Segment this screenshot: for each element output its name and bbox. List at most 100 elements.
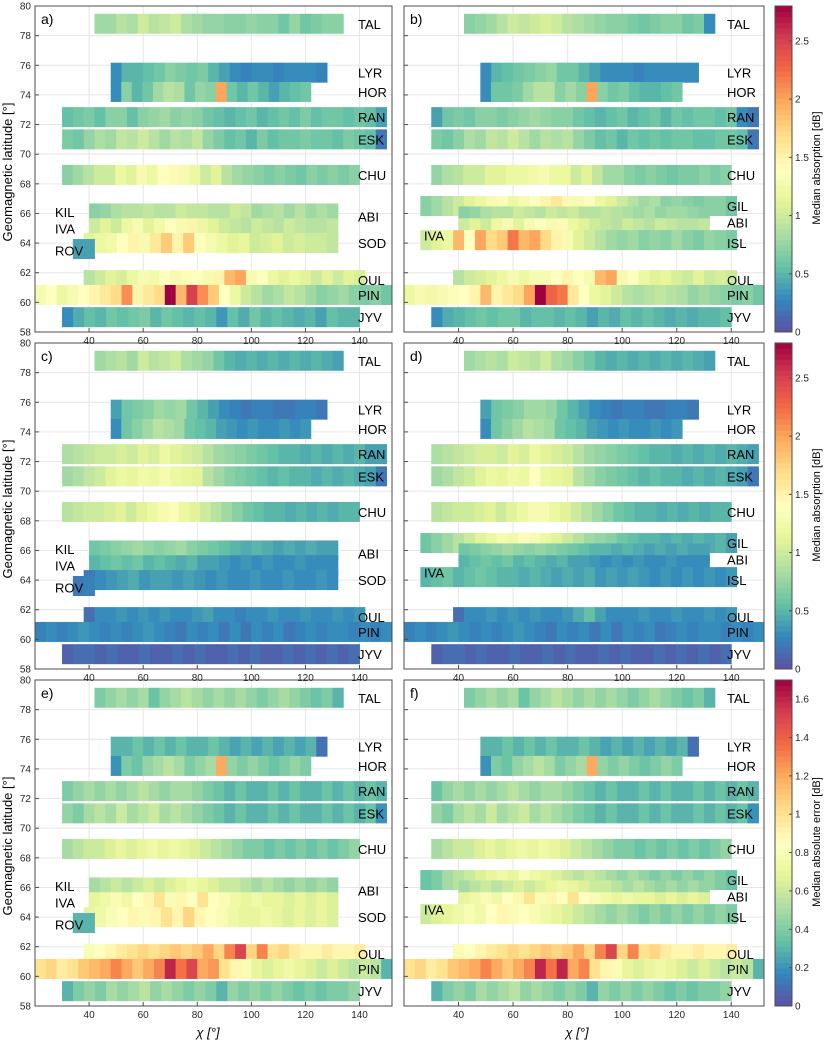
heatmap-cell: [676, 399, 689, 420]
heatmap-cell: [89, 958, 101, 979]
heatmap-cell: [224, 607, 236, 628]
heatmap-cell: [573, 107, 585, 128]
heatmap-cell: [310, 270, 323, 291]
heatmap-cell: [226, 81, 238, 102]
heatmap-cell: [665, 543, 678, 564]
heatmap-cell: [143, 958, 155, 979]
heatmap-cell: [247, 755, 259, 776]
x-tick-label: 120: [297, 1010, 314, 1021]
colorbar-segment: [775, 44, 792, 50]
heatmap-cell: [332, 803, 344, 824]
heatmap-cell: [186, 877, 198, 898]
heatmap-cell: [240, 877, 252, 898]
heatmap-cell: [551, 230, 563, 251]
heatmap-cell: [208, 958, 220, 979]
heatmap-cell: [200, 164, 212, 185]
heatmap-cell: [485, 107, 498, 128]
station-label: LYR: [727, 740, 751, 755]
station-label: IVA: [55, 558, 75, 573]
heatmap-cell: [627, 444, 639, 465]
heatmap-cell: [453, 981, 465, 1002]
station-label: JYV: [358, 310, 382, 325]
heatmap-cell: [381, 958, 393, 979]
heatmap-cell: [143, 877, 155, 898]
heatmap-cell: [575, 81, 587, 102]
heatmap-cell: [531, 307, 543, 328]
heatmap-cell: [375, 444, 387, 465]
heatmap-cell: [698, 892, 710, 913]
heatmap-cell: [611, 621, 623, 642]
heatmap-cell: [105, 907, 118, 928]
heatmap-cell: [551, 270, 563, 291]
heatmap-cell: [513, 284, 525, 305]
y-tick-label: 80: [20, 676, 32, 687]
heatmap-cell: [524, 555, 536, 576]
heatmap-cell: [486, 981, 499, 1002]
heatmap-cell: [578, 218, 590, 239]
heatmap-cell: [644, 218, 656, 239]
heatmap-cell: [682, 444, 694, 465]
heatmap-cell: [584, 13, 596, 34]
heatmap-cell: [137, 107, 149, 128]
heatmap-cell: [125, 164, 137, 185]
colorbar-segment: [775, 299, 792, 306]
heatmap-cell: [121, 877, 133, 898]
heatmap-cell: [605, 687, 618, 708]
heatmap-cell: [175, 736, 187, 757]
heatmap-cell: [573, 129, 585, 150]
heatmap-cell: [128, 644, 140, 665]
heatmap-cell: [474, 129, 487, 150]
heatmap-cell: [633, 555, 645, 576]
heatmap-cell: [556, 892, 569, 913]
heatmap-cell: [191, 350, 204, 371]
heatmap-cell: [562, 230, 574, 251]
colorbar-segment: [775, 239, 792, 246]
heatmap-cell: [170, 444, 182, 465]
heatmap-cell: [442, 196, 454, 217]
heatmap-cell: [686, 644, 699, 665]
heatmap-cell: [240, 736, 252, 757]
heatmap-cell: [622, 543, 634, 564]
heatmap-cell: [697, 981, 710, 1002]
heatmap-cell: [364, 466, 377, 487]
heatmap-cell: [200, 501, 212, 522]
heatmap-cell: [258, 755, 270, 776]
heatmap-cell: [649, 13, 661, 34]
heatmap-cell: [283, 218, 296, 239]
heatmap-cell: [581, 838, 593, 859]
heatmap-cell: [337, 284, 350, 305]
heatmap-cell: [698, 284, 710, 305]
heatmap-cell: [544, 81, 556, 102]
heatmap-cell: [611, 62, 623, 83]
colorbar-segment: [775, 908, 792, 915]
heatmap-cell: [649, 803, 661, 824]
heatmap-cell: [242, 501, 254, 522]
heatmap-cell: [671, 944, 683, 965]
heatmap-cell: [720, 501, 732, 522]
heatmap-cell: [589, 62, 601, 83]
colorbar-tick-label: 2: [795, 432, 801, 443]
heatmap-cell: [191, 687, 204, 708]
colorbar-segment: [775, 435, 792, 442]
heatmap-cell: [529, 904, 541, 925]
heatmap-cell: [278, 13, 290, 34]
colorbar-tick-label: 2.5: [795, 36, 809, 47]
heatmap-cell: [589, 284, 601, 305]
colorbar-segment: [775, 652, 792, 659]
heatmap-cell: [72, 444, 85, 465]
heatmap-cell: [173, 81, 185, 102]
heatmap-cell: [699, 501, 711, 522]
heatmap-cell: [627, 781, 639, 802]
heatmap-cell: [687, 218, 699, 239]
heatmap-cell: [240, 203, 252, 224]
heatmap-cell: [584, 270, 596, 291]
heatmap-cell: [562, 444, 574, 465]
heatmap-cell: [300, 607, 312, 628]
heatmap-cell: [638, 803, 650, 824]
heatmap-cell: [306, 501, 318, 522]
station-label: RAN: [727, 447, 754, 462]
station-label: PIN: [727, 962, 749, 977]
heatmap-cell: [164, 540, 177, 561]
heatmap-cell: [594, 270, 607, 291]
heatmap-cell: [573, 196, 585, 217]
